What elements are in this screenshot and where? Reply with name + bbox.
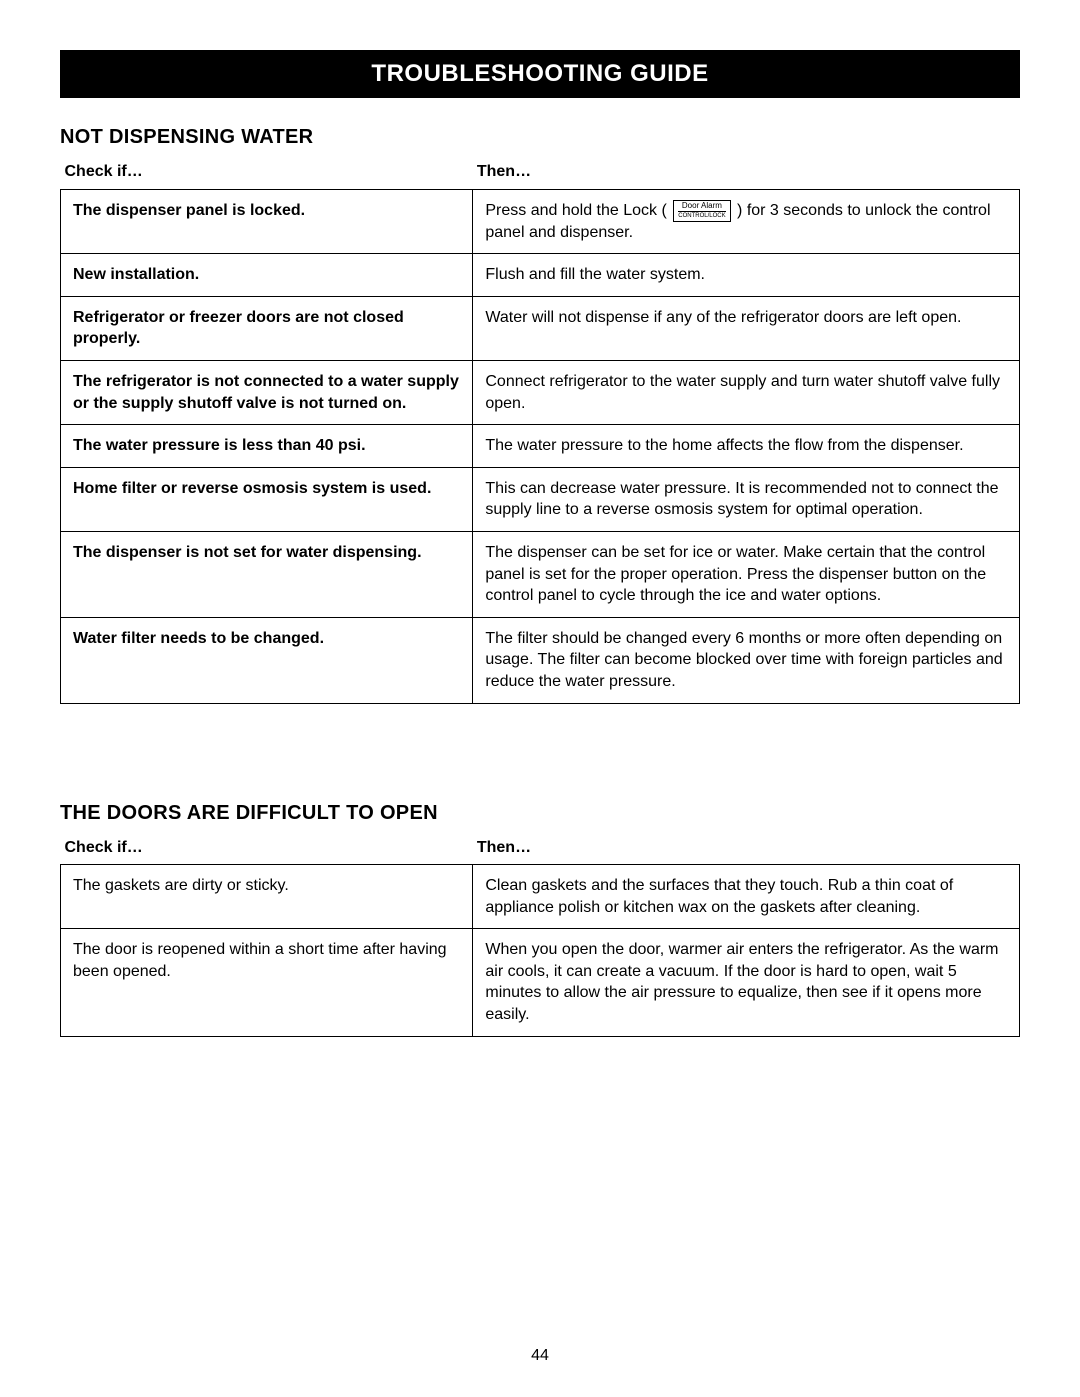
cell-then: When you open the door, warmer air enter… [473,929,1020,1036]
then-text-before: Press and hold the Lock ( [485,202,671,219]
table-not-dispensing-water: Check if… Then… The dispenser panel is l… [60,155,1020,704]
table-row: Water filter needs to be changed. The fi… [61,617,1020,703]
cell-check: Refrigerator or freezer doors are not cl… [61,296,473,360]
lock-button-icon: Door AlarmCONTROL/LOCK [673,200,730,222]
cell-then: Flush and fill the water system. [473,254,1020,297]
cell-check: The dispenser panel is locked. [61,189,473,254]
cell-check: The gaskets are dirty or sticky. [61,865,473,929]
table-row: The water pressure is less than 40 psi. … [61,425,1020,468]
cell-check: The refrigerator is not connected to a w… [61,360,473,424]
table-row: The dispenser is not set for water dispe… [61,531,1020,617]
table-row: The dispenser panel is locked. Press and… [61,189,1020,254]
section-title-1: NOT DISPENSING WATER [60,126,1020,149]
col-header-check: Check if… [61,155,473,189]
table-row: The gaskets are dirty or sticky. Clean g… [61,865,1020,929]
cell-check: The water pressure is less than 40 psi. [61,425,473,468]
cell-then: The filter should be changed every 6 mon… [473,617,1020,703]
table-header-row: Check if… Then… [61,831,1020,865]
cell-check: New installation. [61,254,473,297]
col-header-check: Check if… [61,831,473,865]
table-row: New installation. Flush and fill the wat… [61,254,1020,297]
cell-then: Press and hold the Lock ( Door AlarmCONT… [473,189,1020,254]
table-row: The door is reopened within a short time… [61,929,1020,1036]
col-header-then: Then… [473,155,1020,189]
cell-then: The dispenser can be set for ice or wate… [473,531,1020,617]
table-row: The refrigerator is not connected to a w… [61,360,1020,424]
cell-then: This can decrease water pressure. It is … [473,467,1020,531]
table-row: Home filter or reverse osmosis system is… [61,467,1020,531]
cell-then: Water will not dispense if any of the re… [473,296,1020,360]
cell-then: The water pressure to the home affects t… [473,425,1020,468]
table-header-row: Check if… Then… [61,155,1020,189]
section-title-2: THE DOORS ARE DIFFICULT TO OPEN [60,802,1020,825]
banner-title: TROUBLESHOOTING GUIDE [60,50,1020,98]
table-row: Refrigerator or freezer doors are not cl… [61,296,1020,360]
cell-then: Connect refrigerator to the water supply… [473,360,1020,424]
cell-check: The door is reopened within a short time… [61,929,473,1036]
table-doors-difficult: Check if… Then… The gaskets are dirty or… [60,831,1020,1037]
page: TROUBLESHOOTING GUIDE NOT DISPENSING WAT… [0,0,1080,1397]
col-header-then: Then… [473,831,1020,865]
cell-check: The dispenser is not set for water dispe… [61,531,473,617]
cell-check: Water filter needs to be changed. [61,617,473,703]
cell-check: Home filter or reverse osmosis system is… [61,467,473,531]
page-number: 44 [0,1347,1080,1365]
cell-then: Clean gaskets and the surfaces that they… [473,865,1020,929]
